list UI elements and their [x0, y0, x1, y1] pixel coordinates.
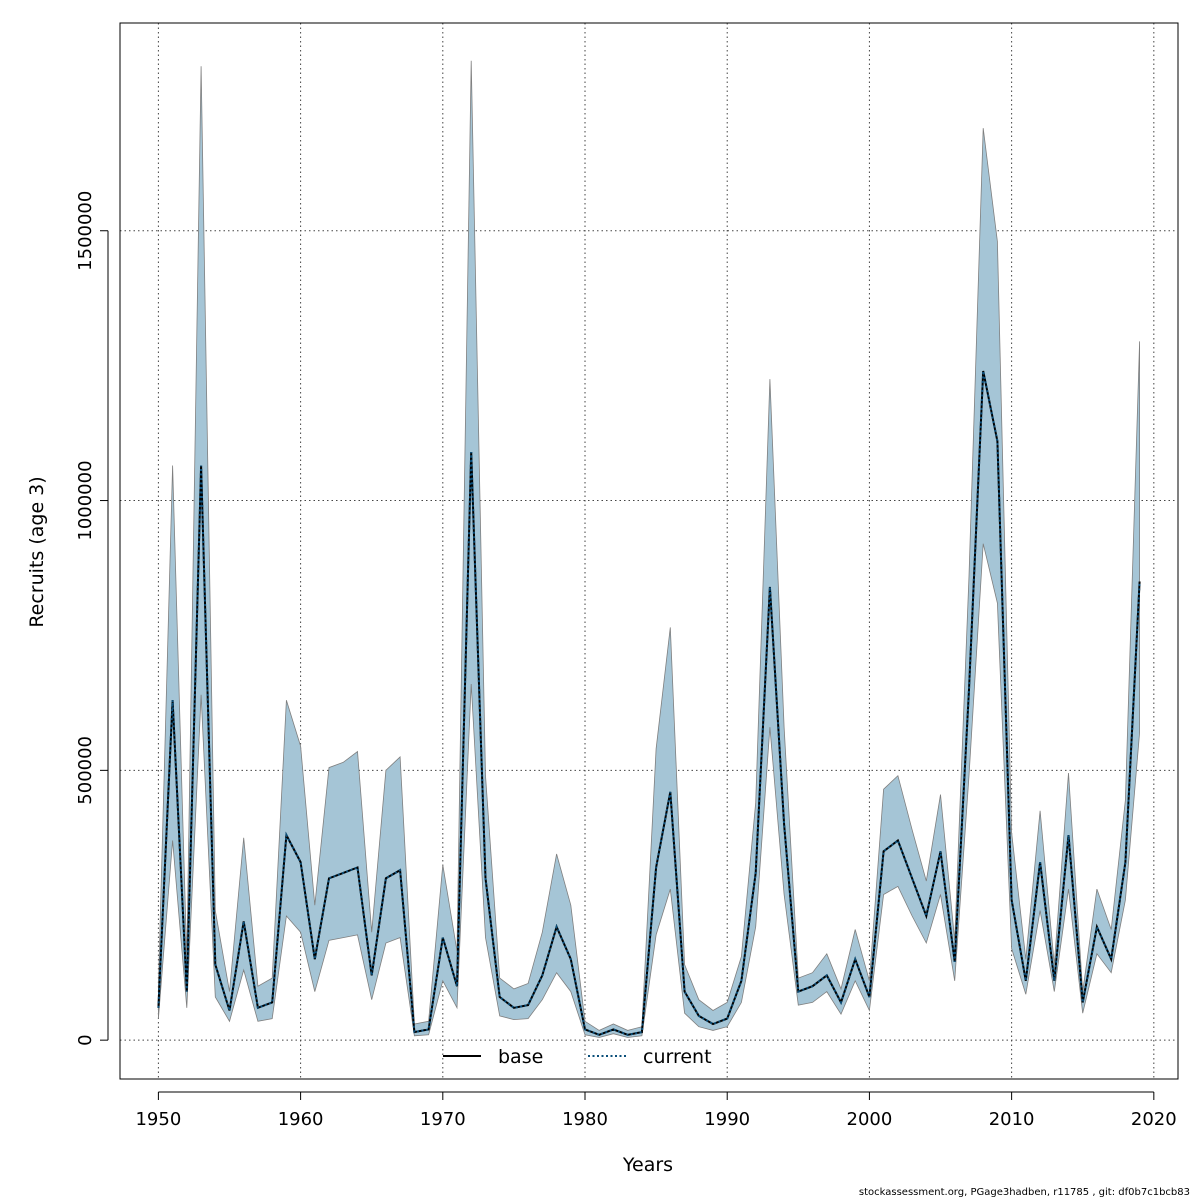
grid-lines — [120, 23, 1178, 1079]
y-axis: 0 500000 1000000 1500000 — [75, 191, 109, 1046]
x-tick-label: 2010 — [989, 1109, 1035, 1130]
x-tick-label: 1980 — [562, 1109, 608, 1130]
x-axis-label: Years — [622, 1154, 673, 1176]
y-tick-label: 1500000 — [75, 191, 96, 271]
legend: base current — [443, 1046, 712, 1068]
x-tick-label: 1950 — [135, 1109, 181, 1130]
x-tick-label: 1990 — [704, 1109, 750, 1130]
x-axis: 1950 1960 1970 1980 1990 2000 2010 2020 — [135, 1091, 1177, 1130]
confidence-band — [158, 60, 1140, 1038]
plot-frame — [119, 22, 1179, 1080]
y-axis-label: Recruits (age 3) — [26, 476, 48, 627]
x-tick-label: 2000 — [847, 1109, 893, 1130]
legend-label-current: current — [643, 1046, 712, 1068]
y-tick-label: 0 — [75, 1034, 96, 1045]
series-line-current — [157, 370, 1141, 1036]
y-tick-label: 1000000 — [75, 460, 96, 540]
legend-label-base: base — [498, 1046, 543, 1068]
footer-credit: stockassessment.org, PGage3hadben, r1178… — [858, 1187, 1190, 1198]
x-tick-label: 2020 — [1131, 1109, 1177, 1130]
x-tick-label: 1970 — [420, 1109, 466, 1130]
y-tick-label: 500000 — [75, 736, 96, 805]
x-tick-label: 1960 — [278, 1109, 324, 1130]
